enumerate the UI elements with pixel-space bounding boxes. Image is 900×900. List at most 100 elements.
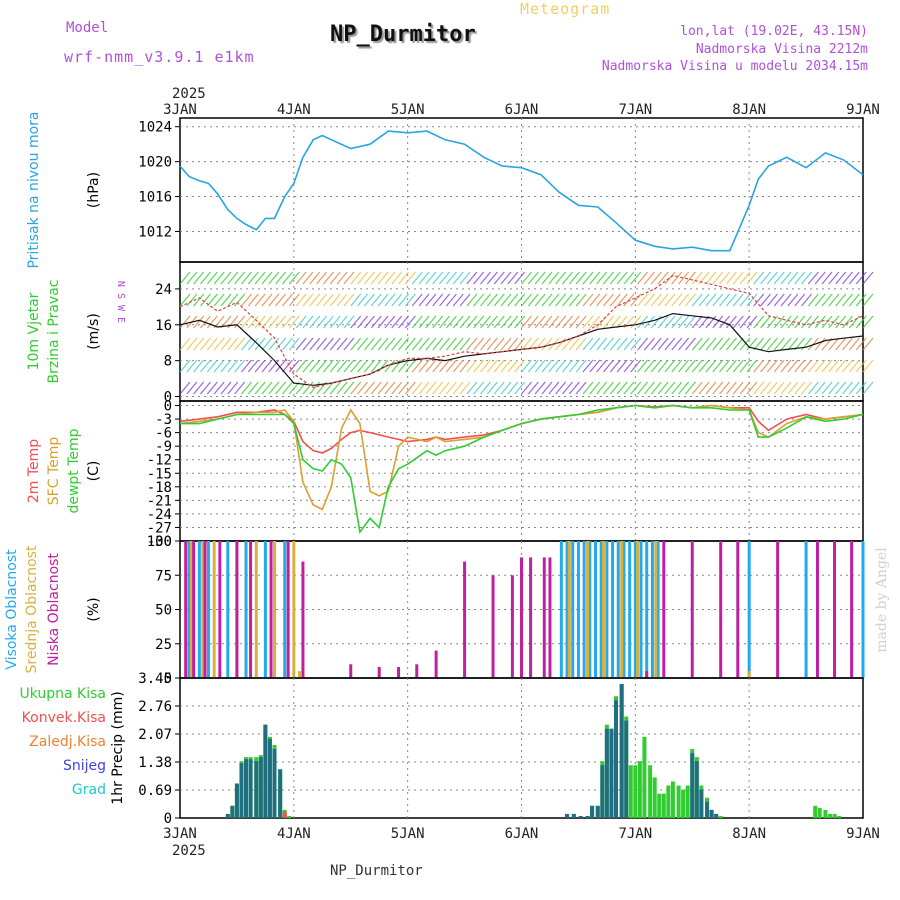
cloud-bar — [349, 664, 353, 678]
y-tick-label-temperature: -24 — [147, 507, 172, 523]
wind-barb — [801, 271, 812, 285]
wind-barb — [514, 359, 526, 373]
cloud-bar — [548, 557, 552, 678]
wind-barb — [637, 359, 649, 373]
wind-barb — [609, 315, 621, 329]
cloud-bar — [201, 541, 205, 678]
wind-barb — [848, 337, 860, 351]
wind-barb — [220, 359, 232, 373]
wind-barb — [473, 381, 485, 395]
cloud-bar — [586, 541, 590, 678]
wind-barb — [664, 381, 676, 395]
wind-barb — [664, 337, 676, 351]
wind-barb — [842, 293, 853, 307]
cloud-bar — [815, 541, 819, 678]
wind-barb — [739, 359, 751, 373]
precip-bar-snow — [258, 757, 263, 818]
wind-barb — [746, 315, 758, 329]
wind-barb — [370, 337, 382, 351]
wind-barb — [329, 293, 341, 307]
y-tick-label-pressure: 1020 — [138, 155, 172, 171]
wind-barb — [766, 337, 778, 351]
wind-barb — [261, 359, 273, 373]
wind-barb — [514, 271, 526, 285]
wind-barb — [241, 293, 252, 307]
wind-barb — [732, 315, 744, 329]
wind-barb — [862, 337, 874, 351]
wind-barb — [678, 293, 690, 307]
wind-barb — [370, 359, 382, 373]
wind-barb — [309, 315, 321, 329]
precip-bar-snow — [234, 783, 239, 818]
wind-barb — [514, 315, 526, 329]
cloud-bar — [576, 541, 580, 678]
wind-barb — [247, 271, 259, 285]
wind-barb — [343, 315, 355, 329]
cloud-bar — [226, 541, 230, 678]
wind-barb — [275, 271, 287, 285]
wind-barb — [357, 337, 369, 351]
wind-barb — [842, 359, 853, 373]
wind-barb — [507, 337, 519, 351]
wind-barb — [288, 337, 300, 351]
wind-barb — [766, 271, 778, 285]
wind-barb — [316, 359, 328, 373]
wind-barb — [329, 359, 341, 373]
wind-barb — [548, 293, 560, 307]
wind-barb — [322, 293, 334, 307]
cloud-bar — [656, 541, 660, 678]
wind-barb — [691, 271, 703, 285]
wind-barb — [316, 315, 328, 329]
wind-barb — [357, 293, 369, 307]
y-tick-label-clouds: 25 — [155, 637, 172, 653]
wind-barb — [568, 271, 580, 285]
wind-barb — [678, 359, 690, 373]
wind-barb — [254, 381, 266, 395]
wind-barb — [480, 271, 491, 285]
wind-barb — [507, 381, 519, 395]
wind-barb — [562, 271, 573, 285]
wind-barb — [234, 337, 246, 351]
wind-barb — [418, 381, 430, 395]
wind-barb — [377, 337, 389, 351]
legend-precip-2: Zaledj.Kisa — [29, 734, 106, 750]
cloud-bar — [189, 541, 193, 678]
cloud-bar — [654, 541, 658, 678]
wind-barb — [254, 293, 266, 307]
wind-barb — [637, 315, 649, 329]
wind-barb — [295, 293, 307, 307]
precip-bar-snow — [585, 815, 590, 818]
wind-barb — [288, 271, 300, 285]
wind-barb — [507, 315, 519, 329]
wind-barb — [705, 293, 717, 307]
wind-barb — [753, 359, 765, 373]
precip-bar-snow — [244, 759, 249, 818]
cloud-bar — [269, 541, 273, 678]
wind-barb — [725, 293, 737, 307]
wind-barb — [534, 359, 546, 373]
panel-frame-wind — [179, 261, 864, 402]
legend-precip-0: Ukupna Kisa — [19, 686, 106, 702]
wind-barb — [760, 337, 772, 351]
cloud-bar — [776, 541, 780, 678]
wind-barb — [268, 271, 280, 285]
wind-barb — [254, 315, 266, 329]
wind-barb — [234, 381, 246, 395]
precip-bar-snow — [699, 789, 704, 818]
wind-barb — [814, 293, 826, 307]
wind-barb — [719, 271, 731, 285]
wind-barb — [281, 381, 293, 395]
precip-bar-snow — [604, 728, 609, 818]
wind-barb — [254, 271, 266, 285]
wind-barb — [247, 381, 259, 395]
wind-barb — [637, 293, 649, 307]
wind-barb — [507, 271, 519, 285]
wind-barb — [363, 293, 375, 307]
wind-barb — [336, 359, 348, 373]
wind-barb — [650, 271, 662, 285]
cloud-bar — [286, 541, 290, 678]
wind-barb — [411, 271, 423, 285]
y-axis-label-clouds: (%) — [86, 597, 102, 621]
x-tick-bottom: 9JAN — [846, 826, 880, 842]
